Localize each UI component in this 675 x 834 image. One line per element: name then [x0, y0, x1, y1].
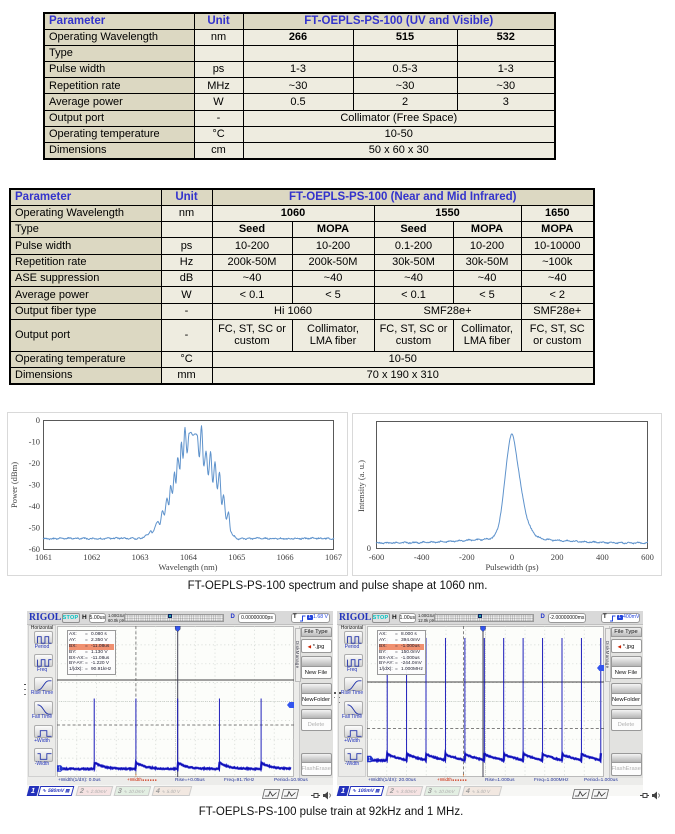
- svg-text:1063: 1063: [132, 552, 149, 562]
- svg-text:1067: 1067: [325, 552, 342, 562]
- svg-text:1061: 1061: [35, 552, 52, 562]
- svg-text:1062: 1062: [83, 552, 100, 562]
- svg-text:Pulsewidth (ps): Pulsewidth (ps): [485, 562, 538, 572]
- svg-text:1: 1: [368, 757, 371, 763]
- svg-text:-10: -10: [29, 437, 40, 447]
- svg-text:1065: 1065: [228, 552, 245, 562]
- svg-text:400: 400: [596, 552, 609, 562]
- svg-text:-50: -50: [29, 523, 40, 533]
- svg-text:Power (dBm): Power (dBm): [9, 462, 19, 508]
- svg-text:-40: -40: [29, 501, 40, 511]
- svg-text:-20: -20: [29, 458, 40, 468]
- svg-text:-400: -400: [414, 552, 430, 562]
- svg-text:1066: 1066: [277, 552, 294, 562]
- svg-text:600: 600: [641, 552, 654, 562]
- svg-text:1064: 1064: [180, 552, 198, 562]
- svg-text:-200: -200: [459, 552, 475, 562]
- svg-text:-30: -30: [29, 480, 40, 490]
- svg-text:0: 0: [510, 552, 514, 562]
- svg-text:1: 1: [58, 767, 61, 773]
- svg-text:0: 0: [367, 543, 371, 553]
- svg-text:0: 0: [36, 415, 40, 425]
- svg-text:Wavelength (nm): Wavelength (nm): [158, 562, 217, 572]
- svg-text:200: 200: [551, 552, 564, 562]
- svg-text:-600: -600: [369, 552, 385, 562]
- svg-text:-60: -60: [29, 544, 40, 554]
- svg-text:Intensity (a. u.): Intensity (a. u.): [356, 460, 366, 512]
